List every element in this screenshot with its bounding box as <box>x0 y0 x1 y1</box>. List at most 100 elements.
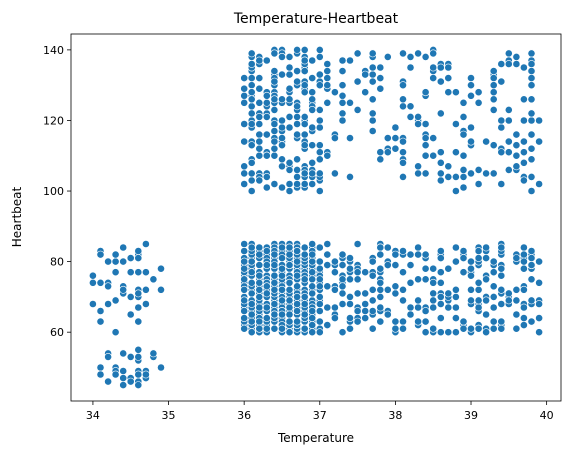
data-point <box>536 117 543 124</box>
data-point <box>437 300 444 307</box>
data-point <box>430 297 437 304</box>
data-point <box>324 240 331 247</box>
data-point <box>248 318 255 325</box>
data-point <box>475 304 482 311</box>
data-point <box>346 57 353 64</box>
data-point <box>241 170 248 177</box>
data-point <box>301 68 308 75</box>
data-point <box>422 135 429 142</box>
data-point <box>346 300 353 307</box>
data-point <box>377 244 384 251</box>
data-point <box>407 262 414 269</box>
data-point <box>483 138 490 145</box>
data-point <box>316 187 323 194</box>
data-point <box>241 297 248 304</box>
data-point <box>407 113 414 120</box>
data-point <box>498 117 505 124</box>
data-point <box>294 46 301 53</box>
data-point <box>354 106 361 113</box>
data-point <box>135 346 142 353</box>
data-point <box>241 92 248 99</box>
data-point <box>475 297 482 304</box>
data-point <box>422 142 429 149</box>
data-point <box>346 255 353 262</box>
data-point <box>369 110 376 117</box>
data-point <box>271 286 278 293</box>
data-point <box>362 315 369 322</box>
data-point <box>445 89 452 96</box>
data-point <box>415 297 422 304</box>
x-tick-label: 35 <box>162 409 176 422</box>
data-point <box>430 152 437 159</box>
data-point <box>513 325 520 332</box>
data-point <box>498 325 505 332</box>
data-point <box>346 173 353 180</box>
data-point <box>467 265 474 272</box>
data-point <box>294 293 301 300</box>
y-tick-label: 140 <box>43 44 64 57</box>
data-point <box>520 286 527 293</box>
data-point <box>248 300 255 307</box>
data-point <box>490 325 497 332</box>
data-point <box>309 159 316 166</box>
data-point <box>316 307 323 314</box>
data-point <box>498 286 505 293</box>
data-point <box>301 131 308 138</box>
data-point <box>399 318 406 325</box>
data-point <box>142 300 149 307</box>
data-point <box>241 286 248 293</box>
data-point <box>437 315 444 322</box>
data-point <box>248 187 255 194</box>
data-point <box>294 131 301 138</box>
data-point <box>505 290 512 297</box>
data-point <box>377 251 384 258</box>
data-point <box>498 244 505 251</box>
data-point <box>256 99 263 106</box>
data-point <box>445 75 452 82</box>
data-point <box>105 300 112 307</box>
data-point <box>369 325 376 332</box>
data-point <box>392 145 399 152</box>
data-point <box>513 53 520 60</box>
data-point <box>248 311 255 318</box>
data-point <box>422 53 429 60</box>
data-point <box>135 371 142 378</box>
data-point <box>339 290 346 297</box>
data-point <box>241 180 248 187</box>
data-point <box>346 315 353 322</box>
data-point <box>271 78 278 85</box>
data-point <box>324 322 331 329</box>
data-point <box>256 318 263 325</box>
data-point <box>392 283 399 290</box>
data-point <box>248 50 255 57</box>
data-point <box>536 279 543 286</box>
data-point <box>286 187 293 194</box>
data-point <box>520 304 527 311</box>
data-point <box>399 297 406 304</box>
data-point <box>241 315 248 322</box>
data-point <box>263 57 270 64</box>
data-point <box>271 120 278 127</box>
data-point <box>430 64 437 71</box>
x-tick-label: 40 <box>540 409 554 422</box>
data-point <box>286 159 293 166</box>
data-point <box>384 286 391 293</box>
data-point <box>278 272 285 279</box>
data-point <box>286 251 293 258</box>
data-point <box>301 180 308 187</box>
data-point <box>392 318 399 325</box>
data-point <box>339 262 346 269</box>
data-point <box>309 329 316 336</box>
data-point <box>339 283 346 290</box>
data-point <box>248 329 255 336</box>
data-point <box>294 68 301 75</box>
data-point <box>89 300 96 307</box>
data-point <box>309 142 316 149</box>
data-point <box>460 99 467 106</box>
data-point <box>316 71 323 78</box>
data-point <box>142 240 149 247</box>
data-point <box>316 265 323 272</box>
data-point <box>520 64 527 71</box>
data-point <box>399 247 406 254</box>
data-point <box>392 124 399 131</box>
